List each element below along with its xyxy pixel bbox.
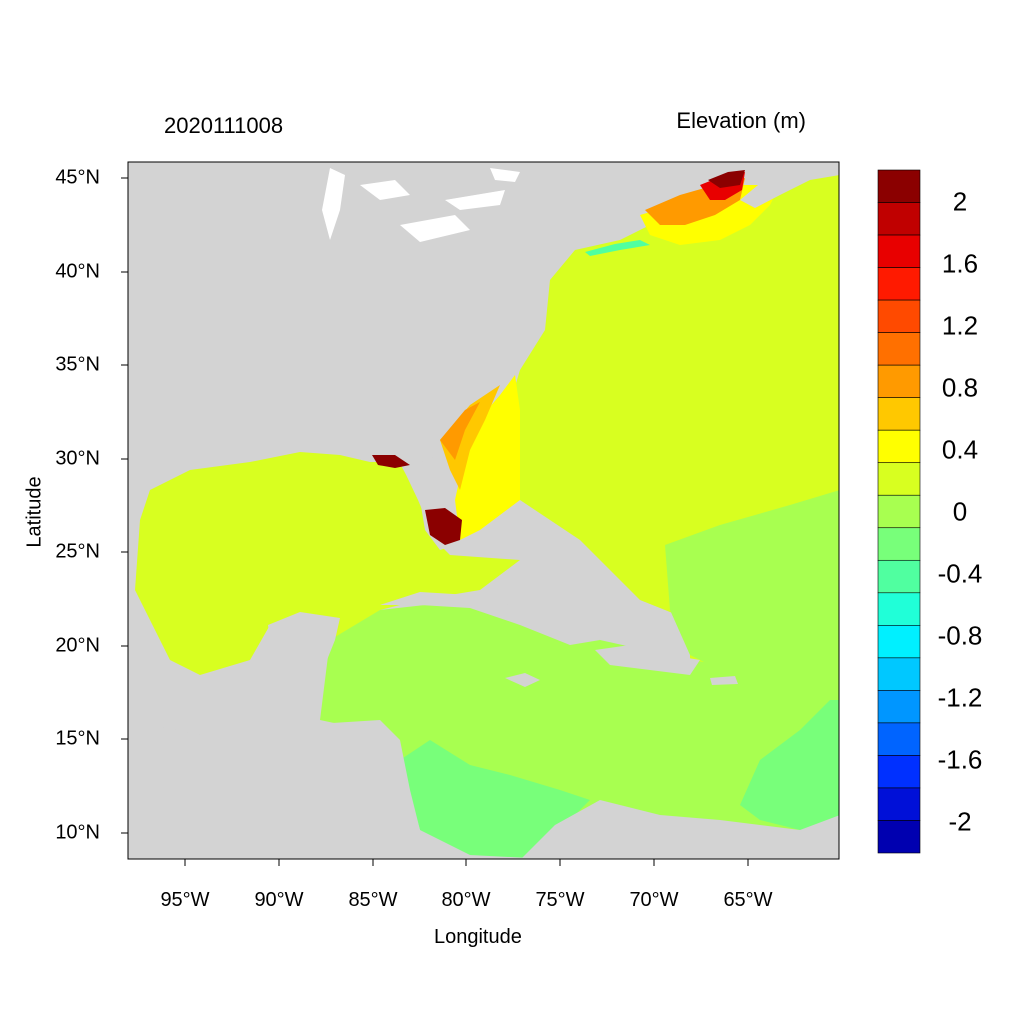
colorbar-label: -0.4: [937, 558, 983, 589]
yucatan: [268, 612, 340, 705]
colorbar-label: -0.8: [937, 620, 983, 651]
surge-east-florida: [455, 375, 520, 540]
caribbean-sw: [400, 740, 590, 858]
gulf-of-mexico: [135, 452, 520, 675]
colorbar-swatch: [877, 364, 921, 398]
colorbar-swatch: [877, 722, 921, 756]
colorbar-swatch: [877, 820, 921, 854]
surge-gulf-coast-florida: [372, 455, 410, 468]
surge-gom-darkred: [708, 170, 745, 188]
y-tick-label: 45°N: [55, 166, 100, 189]
y-tick-marks: [121, 177, 128, 834]
colorbar-label: -2: [948, 806, 972, 837]
y-tick-label: 10°N: [55, 821, 100, 844]
colorbar-swatch: [877, 494, 921, 529]
variable-title: Elevation (m): [676, 108, 806, 133]
y-axis-label: Latitude: [23, 476, 46, 548]
colorbar-label: 0.8: [941, 372, 979, 403]
colorbar-swatch: [877, 169, 921, 203]
hispaniola: [595, 645, 700, 675]
x-tick-label: 75°W: [535, 889, 585, 911]
y-tick-label: 15°N: [55, 727, 100, 750]
colorbar-swatch: [877, 787, 921, 821]
surge-ga-coast-inner: [440, 402, 480, 460]
surge-ga-coast: [440, 385, 500, 490]
colorbar-swatch: [877, 657, 921, 691]
colorbar-label: 0: [952, 496, 968, 527]
colorbar-swatch: [877, 202, 921, 236]
y-tick-label: 30°N: [55, 447, 100, 470]
colorbar-swatch: [877, 527, 921, 561]
surge-li-sound: [585, 240, 650, 256]
caribbean-se: [740, 700, 839, 859]
x-axis-label: Longitude: [434, 926, 522, 948]
colorbar-swatch: [877, 625, 921, 659]
y-tick-label: 35°N: [55, 353, 100, 376]
colorbar-swatch: [877, 234, 921, 268]
timestamp-title: 2020111008: [164, 113, 284, 138]
colorbar-label: 1.2: [941, 310, 979, 341]
south-america: [521, 800, 839, 859]
colorbar-label: 2: [952, 186, 968, 217]
atlantic-green: [665, 490, 839, 670]
colorbar-label: -1.6: [937, 744, 983, 775]
colorbar-swatch: [877, 755, 921, 789]
plot-frame: [127, 161, 840, 860]
y-tick-label: 25°N: [55, 540, 100, 563]
colorbar-swatch: [877, 559, 921, 594]
colorbar-label: 0.4: [941, 434, 979, 465]
colorbar-swatch: [877, 690, 921, 724]
surge-sw-florida: [425, 508, 462, 545]
cuba: [380, 592, 600, 645]
colorbar-label: -1.2: [937, 682, 983, 713]
colorbar-swatch: [877, 592, 921, 626]
x-tick-label: 65°W: [723, 889, 773, 911]
x-tick-label: 70°W: [629, 889, 679, 911]
jamaica: [505, 673, 540, 687]
nova-scotia: [740, 162, 839, 208]
x-tick-label: 80°W: [441, 889, 491, 911]
x-tick-marks: [184, 859, 749, 866]
x-tick-label: 95°W: [160, 889, 210, 911]
y-tick-label: 40°N: [55, 260, 100, 283]
colorbar-label: 1.6: [941, 248, 979, 279]
y-tick-label: 20°N: [55, 634, 100, 657]
colorbar-swatch: [877, 267, 921, 301]
great-lakes: [322, 168, 520, 242]
colorbar: [877, 169, 921, 854]
x-tick-label: 85°W: [348, 889, 398, 911]
colorbar-swatch: [877, 462, 921, 496]
map-area: [128, 162, 839, 859]
colorbar-swatch: [877, 429, 921, 464]
x-tick-label: 90°W: [254, 889, 304, 911]
colorbar-swatch: [877, 299, 921, 333]
puerto-rico: [710, 676, 738, 685]
colorbar-swatch: [877, 332, 921, 366]
central-america: [128, 720, 440, 859]
colorbar-swatch: [877, 397, 921, 431]
